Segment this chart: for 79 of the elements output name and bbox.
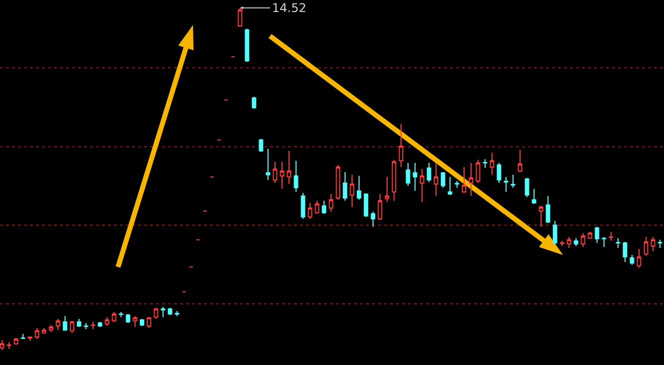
candlestick bbox=[266, 148, 270, 180]
candlestick bbox=[20, 333, 26, 340]
candlestick bbox=[454, 180, 460, 188]
candlestick bbox=[434, 162, 438, 197]
candlestick bbox=[126, 314, 130, 324]
candlestick bbox=[476, 159, 480, 184]
candlestick bbox=[14, 337, 18, 346]
candlestick bbox=[538, 205, 544, 228]
candlestick bbox=[468, 162, 474, 197]
candlestick bbox=[532, 188, 536, 204]
candlestick bbox=[566, 236, 572, 249]
candlestick bbox=[616, 238, 620, 249]
candlestick bbox=[524, 177, 530, 198]
candlestick bbox=[378, 193, 382, 220]
candlestick bbox=[300, 192, 306, 220]
candlestick bbox=[48, 324, 54, 332]
candlestick bbox=[132, 316, 138, 328]
candlestick bbox=[384, 176, 390, 202]
candlestick bbox=[392, 159, 396, 202]
candlestick bbox=[272, 161, 278, 184]
candlestick bbox=[118, 311, 124, 318]
candlestick bbox=[496, 162, 502, 184]
candlestick bbox=[406, 162, 410, 186]
candlestick bbox=[518, 149, 522, 173]
candlestick bbox=[336, 164, 340, 200]
candlestick bbox=[308, 202, 312, 220]
candlestick bbox=[574, 238, 578, 246]
candlestick bbox=[90, 321, 96, 330]
candlestick bbox=[420, 168, 424, 202]
candlestick bbox=[482, 158, 488, 168]
candlestick bbox=[112, 311, 116, 322]
candlestick bbox=[28, 336, 32, 342]
candlestick bbox=[294, 160, 298, 192]
candlestick bbox=[594, 226, 600, 244]
candlestick bbox=[342, 172, 348, 202]
candlestick bbox=[370, 211, 376, 228]
candlestick bbox=[462, 166, 466, 194]
candlestick bbox=[34, 328, 40, 340]
candlestick bbox=[6, 342, 12, 350]
annotation: 14.52 bbox=[272, 1, 306, 15]
candlestick bbox=[174, 310, 180, 317]
candlestick bbox=[440, 172, 446, 188]
candlestick bbox=[608, 231, 614, 242]
candlestick bbox=[602, 236, 606, 248]
candlestick bbox=[244, 28, 250, 62]
candlestick bbox=[426, 162, 432, 182]
candlestick bbox=[398, 123, 404, 168]
candlestick bbox=[280, 161, 284, 190]
candlestick bbox=[328, 193, 334, 212]
candlestick bbox=[650, 236, 656, 252]
candlestick bbox=[636, 248, 642, 268]
candlestick bbox=[552, 220, 558, 246]
candlestick bbox=[510, 174, 516, 188]
candlestick bbox=[356, 175, 362, 200]
candlestick bbox=[252, 96, 256, 110]
candlestick bbox=[76, 318, 82, 328]
candlestick bbox=[70, 320, 74, 334]
candlestick bbox=[658, 239, 662, 249]
candlestick bbox=[546, 196, 550, 224]
candlestick bbox=[622, 241, 628, 263]
candlestick bbox=[490, 152, 494, 176]
candlestick bbox=[350, 174, 354, 208]
candlestick bbox=[448, 176, 452, 196]
candlestick bbox=[56, 318, 60, 331]
candlestick bbox=[42, 328, 46, 334]
candlestick bbox=[62, 316, 68, 332]
candlestick bbox=[84, 322, 88, 330]
candlestick bbox=[630, 254, 634, 266]
candlestick bbox=[504, 176, 508, 192]
candlestick bbox=[412, 162, 418, 192]
candlestick bbox=[160, 306, 166, 318]
candlestick bbox=[314, 200, 320, 214]
candlestick bbox=[364, 193, 368, 218]
candlestick bbox=[104, 316, 110, 326]
candlestick bbox=[580, 232, 586, 248]
candlestick bbox=[286, 150, 292, 185]
candlestick bbox=[560, 240, 564, 246]
candlestick bbox=[644, 236, 648, 256]
candlestick bbox=[322, 200, 326, 214]
